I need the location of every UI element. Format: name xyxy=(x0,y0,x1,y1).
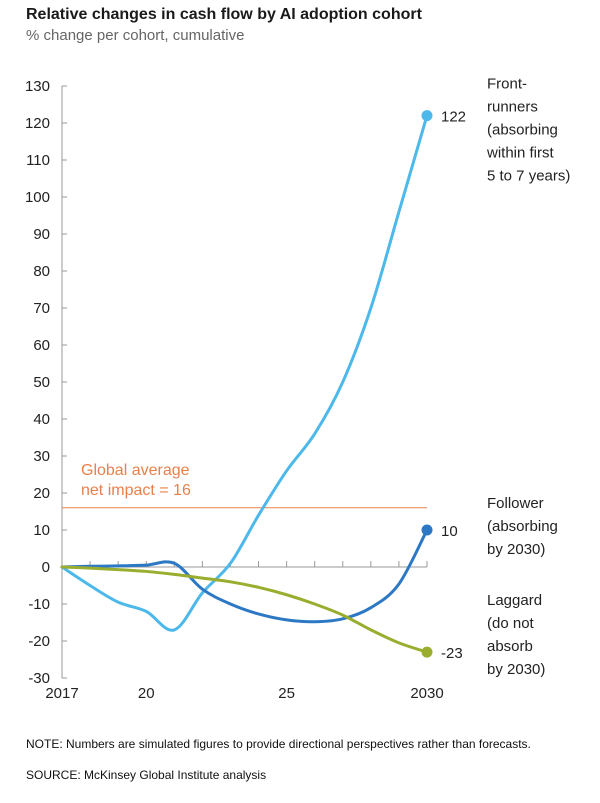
series-end-value: -23 xyxy=(441,645,463,662)
series-end-value: 10 xyxy=(441,523,458,540)
x-tick-label: 2030 xyxy=(410,685,443,702)
y-tick-label: -20 xyxy=(28,633,50,650)
y-tick-label: 50 xyxy=(33,374,50,391)
series-label: Laggard xyxy=(487,592,542,609)
x-tick-label: 2017 xyxy=(45,685,78,702)
series-line xyxy=(60,565,429,654)
y-tick-label: 0 xyxy=(42,559,50,576)
y-tick-label: 90 xyxy=(33,226,50,243)
series-line xyxy=(60,528,429,624)
series-label: by 2030) xyxy=(487,541,545,558)
chart-subtitle: % change per cohort, cumulative xyxy=(26,27,245,44)
y-tick-label: 40 xyxy=(33,411,50,428)
y-tick-label: -30 xyxy=(28,670,50,687)
y-tick-label: 120 xyxy=(25,115,50,132)
series-label: 5 to 7 years) xyxy=(487,168,570,185)
y-tick-label: 10 xyxy=(33,522,50,539)
y-tick-label: 60 xyxy=(33,337,50,354)
series-end-point xyxy=(421,646,433,658)
series-end-value: 122 xyxy=(441,109,466,126)
series-label: within first xyxy=(486,145,555,162)
reference-label: net impact = 16 xyxy=(81,482,191,499)
series-label: (do not xyxy=(487,615,535,632)
series-label: absorb xyxy=(487,638,533,655)
series-label: by 2030) xyxy=(487,661,545,678)
series-label: Front- xyxy=(487,76,527,93)
y-tick-label: 70 xyxy=(33,300,50,317)
y-tick-label: 100 xyxy=(25,189,50,206)
x-tick-label: 25 xyxy=(278,685,295,702)
source-note: SOURCE: McKinsey Global Institute analys… xyxy=(26,768,267,782)
y-tick-label: 110 xyxy=(26,152,50,169)
series-end-point xyxy=(421,524,433,536)
y-tick-label: 80 xyxy=(33,263,50,280)
series-line xyxy=(60,114,429,632)
series-label: (absorbing xyxy=(487,518,558,535)
series-label: runners xyxy=(487,99,538,116)
line-chart: -30-20-100102030405060708090100110120130… xyxy=(25,76,570,702)
reference-label: Global average xyxy=(81,462,190,479)
series-label: Follower xyxy=(487,495,544,512)
footnote: NOTE: Numbers are simulated figures to p… xyxy=(26,737,531,751)
series-label: (absorbing xyxy=(487,122,558,139)
x-tick-label: 20 xyxy=(138,685,155,702)
y-tick-label: 20 xyxy=(33,485,50,502)
chart-title: Relative changes in cash flow by AI adop… xyxy=(26,6,422,23)
y-tick-label: 130 xyxy=(25,78,50,95)
y-tick-label: -10 xyxy=(28,596,50,613)
y-tick-label: 30 xyxy=(33,448,50,465)
series-end-point xyxy=(421,110,433,122)
